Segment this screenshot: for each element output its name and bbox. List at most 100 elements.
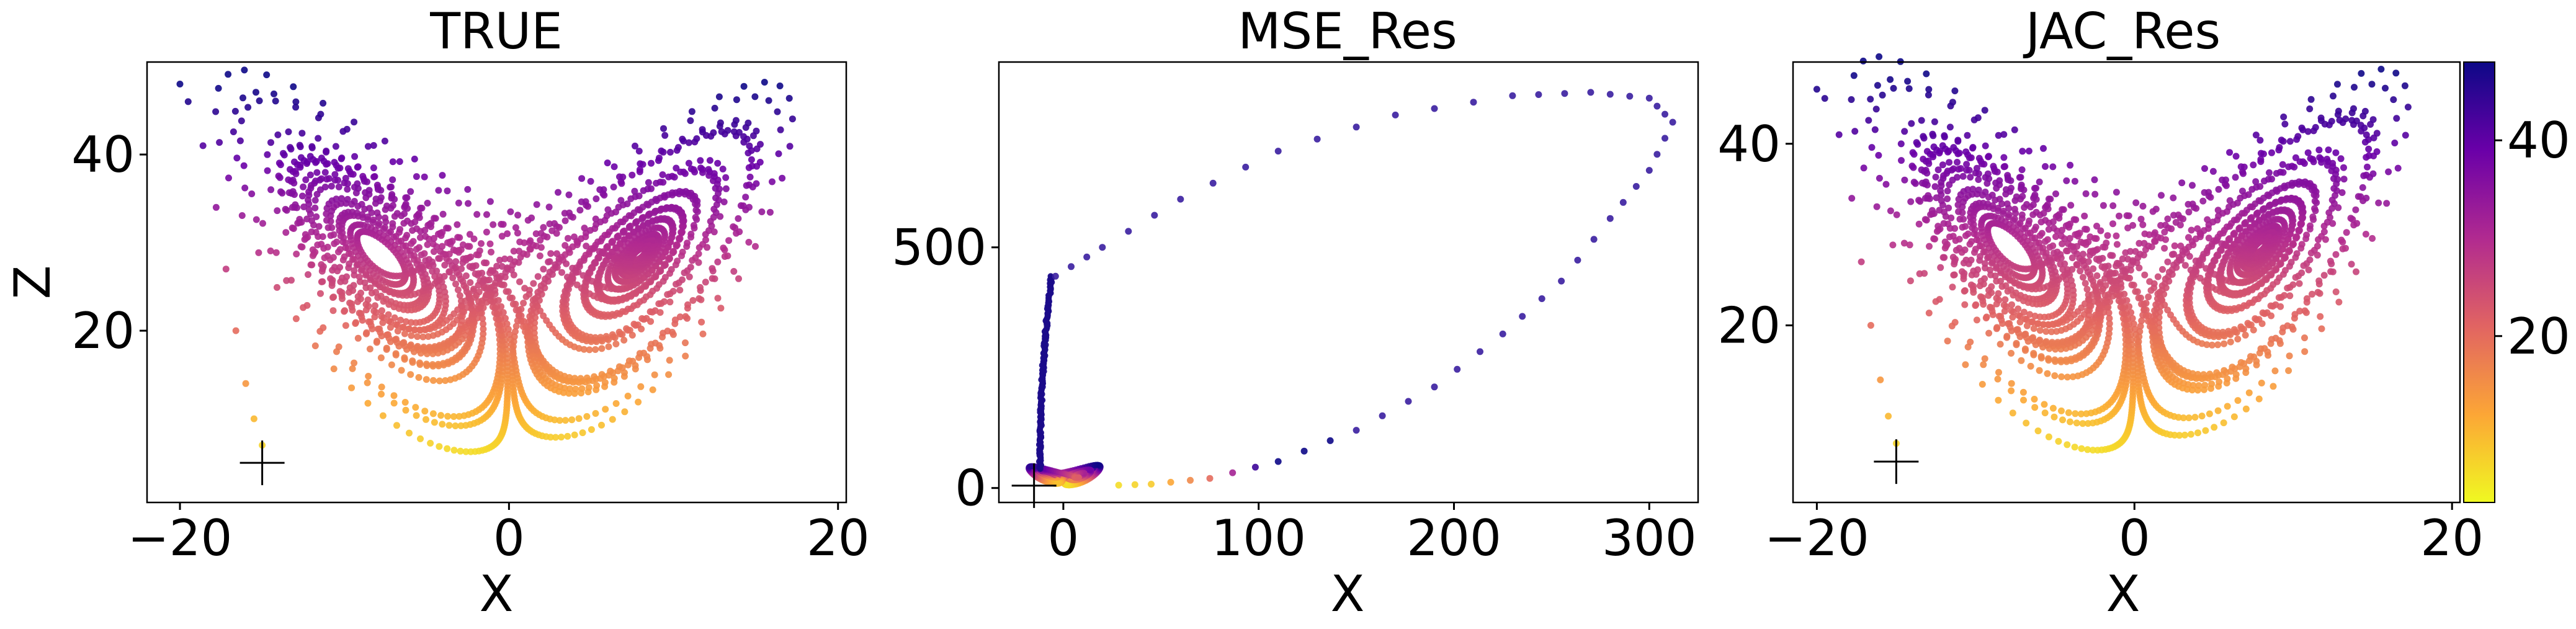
data-point xyxy=(692,213,699,221)
data-point xyxy=(421,250,428,257)
data-point xyxy=(378,383,385,391)
data-point xyxy=(486,240,494,248)
data-point xyxy=(609,238,617,245)
data-point xyxy=(274,207,281,215)
data-point xyxy=(356,310,363,317)
data-point xyxy=(669,288,677,295)
data-point xyxy=(382,214,389,221)
data-point xyxy=(291,158,298,166)
data-point xyxy=(216,139,223,146)
data-point xyxy=(298,130,306,137)
data-point xyxy=(1125,228,1132,235)
data-point xyxy=(311,342,319,349)
data-point xyxy=(307,261,315,269)
data-point xyxy=(309,246,316,254)
data-point xyxy=(558,434,565,441)
data-point xyxy=(517,305,525,313)
data-point xyxy=(661,261,669,268)
data-point xyxy=(324,224,332,231)
data-point xyxy=(272,97,279,105)
data-point xyxy=(435,255,442,262)
data-point xyxy=(635,398,642,406)
data-point xyxy=(396,158,403,165)
data-point xyxy=(666,148,674,156)
data-point xyxy=(577,375,584,382)
data-point xyxy=(668,203,675,211)
data-point xyxy=(503,288,510,295)
data-point xyxy=(480,330,487,337)
data-point xyxy=(356,274,363,280)
data-point xyxy=(416,234,424,241)
data-point xyxy=(602,332,610,340)
data-point xyxy=(402,242,409,249)
data-point xyxy=(351,359,358,367)
data-point xyxy=(643,314,650,322)
data-point xyxy=(504,264,511,272)
data-point xyxy=(423,416,429,423)
data-point xyxy=(604,159,611,167)
data-point xyxy=(506,331,513,338)
data-point xyxy=(402,200,409,208)
data-point xyxy=(607,367,614,375)
data-point xyxy=(384,331,391,338)
data-point xyxy=(536,252,543,259)
data-point xyxy=(465,200,472,207)
data-point xyxy=(275,159,283,167)
data-point xyxy=(597,334,604,341)
data-point xyxy=(593,195,600,202)
data-point xyxy=(582,198,589,205)
x-axis-label: X xyxy=(480,565,514,623)
data-point xyxy=(456,292,463,299)
data-point xyxy=(283,277,290,284)
data-point xyxy=(287,166,293,173)
data-point xyxy=(393,422,400,429)
data-point xyxy=(342,322,349,329)
data-point xyxy=(222,265,230,273)
data-point xyxy=(623,325,630,332)
data-point xyxy=(408,319,415,326)
data-point xyxy=(297,243,305,251)
data-point xyxy=(321,184,329,190)
data-point xyxy=(388,183,395,190)
data-point xyxy=(328,182,335,190)
data-point xyxy=(406,429,413,437)
data-point xyxy=(315,223,323,230)
data-point xyxy=(473,211,481,218)
data-point xyxy=(317,290,324,297)
data-point xyxy=(435,187,442,194)
data-point xyxy=(338,154,346,162)
data-point xyxy=(470,285,477,293)
data-point xyxy=(430,234,437,242)
data-point xyxy=(427,440,434,447)
data-point xyxy=(357,289,364,297)
data-point xyxy=(720,244,727,252)
data-point xyxy=(631,187,638,195)
data-point xyxy=(272,249,280,256)
data-point xyxy=(396,226,404,233)
data-point xyxy=(661,132,669,139)
data-point xyxy=(401,399,409,406)
data-point xyxy=(336,288,344,295)
data-point xyxy=(488,248,494,256)
data-point xyxy=(354,334,362,342)
data-point xyxy=(665,371,673,378)
data-point xyxy=(345,250,352,257)
data-point xyxy=(624,200,631,208)
data-point xyxy=(620,227,628,234)
data-point xyxy=(624,393,632,399)
data-point xyxy=(685,159,692,167)
data-point xyxy=(735,215,742,222)
data-point xyxy=(516,238,524,246)
data-points xyxy=(176,66,796,455)
data-point xyxy=(330,293,338,301)
data-point xyxy=(598,421,605,429)
data-point xyxy=(1068,263,1075,270)
data-point xyxy=(406,325,413,332)
data-point xyxy=(390,399,398,407)
data-point xyxy=(769,178,776,185)
data-point xyxy=(630,321,638,328)
data-point xyxy=(330,365,338,373)
data-point xyxy=(372,302,378,310)
data-point xyxy=(714,159,722,167)
data-point xyxy=(401,354,408,362)
